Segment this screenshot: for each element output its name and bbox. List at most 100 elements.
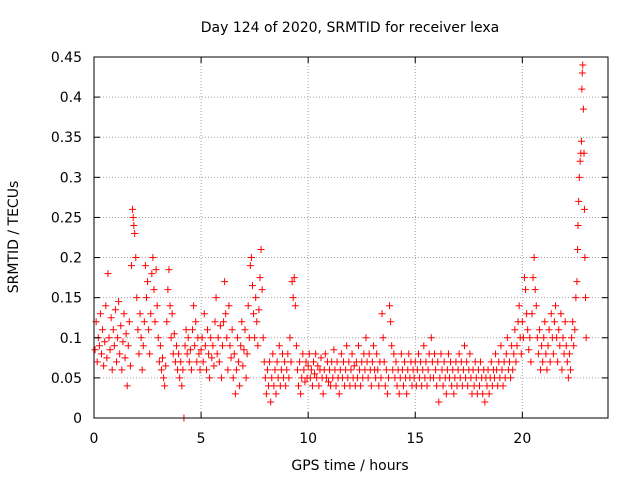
data-point <box>315 382 323 390</box>
data-point <box>571 326 579 334</box>
data-point <box>364 374 372 382</box>
data-point <box>485 390 493 398</box>
data-point <box>111 306 119 314</box>
data-point <box>210 362 218 370</box>
data-point <box>157 366 165 374</box>
data-point <box>509 366 517 374</box>
data-point <box>524 326 532 334</box>
data-point <box>116 350 124 358</box>
data-point <box>93 358 101 366</box>
data-point <box>540 334 548 342</box>
plot-frame <box>93 56 609 419</box>
data-point <box>266 358 274 366</box>
data-point <box>222 310 230 318</box>
data-point <box>526 334 534 342</box>
data-point <box>423 382 431 390</box>
data-point <box>531 286 539 294</box>
data-point <box>582 334 590 342</box>
data-point <box>569 318 577 326</box>
data-point <box>146 350 154 358</box>
data-point <box>573 278 581 286</box>
chart-title: Day 124 of 2020, SRMTID for receiver lex… <box>201 20 500 36</box>
data-point <box>390 350 398 358</box>
data-point <box>384 374 392 382</box>
data-point <box>574 246 582 254</box>
data-point <box>223 334 231 342</box>
data-point <box>300 366 308 374</box>
data-point <box>397 350 405 358</box>
y-tick-label: 0.2 <box>60 251 82 267</box>
data-point <box>403 390 411 398</box>
data-point <box>213 350 221 358</box>
data-point <box>545 326 553 334</box>
data-point <box>230 350 238 358</box>
data-point <box>481 398 489 406</box>
data-point <box>232 366 240 374</box>
data-point <box>546 358 554 366</box>
data-point <box>515 302 523 310</box>
data-point <box>464 382 472 390</box>
data-point <box>105 334 113 342</box>
data-point <box>539 358 547 366</box>
data-point <box>148 270 156 278</box>
data-point <box>251 334 259 342</box>
data-point <box>263 366 271 374</box>
data-point <box>322 374 330 382</box>
data-point <box>102 302 110 310</box>
data-point <box>129 205 137 213</box>
data-point <box>170 330 178 338</box>
data-point <box>259 334 267 342</box>
data-point <box>215 358 223 366</box>
data-point <box>293 366 301 374</box>
data-point <box>287 358 295 366</box>
data-point <box>442 390 450 398</box>
data-point <box>262 390 270 398</box>
data-point <box>115 298 123 306</box>
data-point <box>147 310 155 318</box>
data-point <box>106 346 114 354</box>
data-point <box>142 294 150 302</box>
data-point <box>387 318 395 326</box>
data-point <box>555 326 563 334</box>
data-point <box>437 350 445 358</box>
data-point <box>154 334 162 342</box>
data-point <box>382 366 390 374</box>
data-point <box>231 390 239 398</box>
data-point <box>201 342 209 350</box>
data-point <box>399 382 407 390</box>
data-point <box>534 350 542 358</box>
data-point <box>314 362 322 370</box>
data-point <box>117 322 125 330</box>
data-point <box>227 354 235 362</box>
data-point <box>374 366 382 374</box>
data-point <box>269 350 277 358</box>
data-point <box>285 374 293 382</box>
data-point <box>333 358 341 366</box>
data-point <box>375 382 383 390</box>
data-point <box>580 205 588 213</box>
data-point <box>381 382 389 390</box>
data-point <box>525 346 533 354</box>
data-point <box>258 286 266 294</box>
data-point <box>393 382 401 390</box>
data-point <box>125 318 133 326</box>
y-axis-label: SRMTID / TECUs <box>6 181 22 294</box>
data-point <box>208 354 216 362</box>
data-point <box>535 326 543 334</box>
y-tick-label: 0.05 <box>51 371 82 387</box>
data-point <box>129 213 137 221</box>
data-point <box>217 374 225 382</box>
data-point <box>150 286 158 294</box>
data-point <box>308 382 316 390</box>
data-point <box>487 358 495 366</box>
data-point <box>542 350 550 358</box>
data-point <box>197 346 205 354</box>
data-point <box>522 286 530 294</box>
data-point <box>380 358 388 366</box>
data-point <box>220 318 228 326</box>
data-point <box>379 334 387 342</box>
data-point <box>179 366 187 374</box>
data-point <box>233 334 241 342</box>
data-point <box>401 358 409 366</box>
data-point <box>101 338 109 346</box>
